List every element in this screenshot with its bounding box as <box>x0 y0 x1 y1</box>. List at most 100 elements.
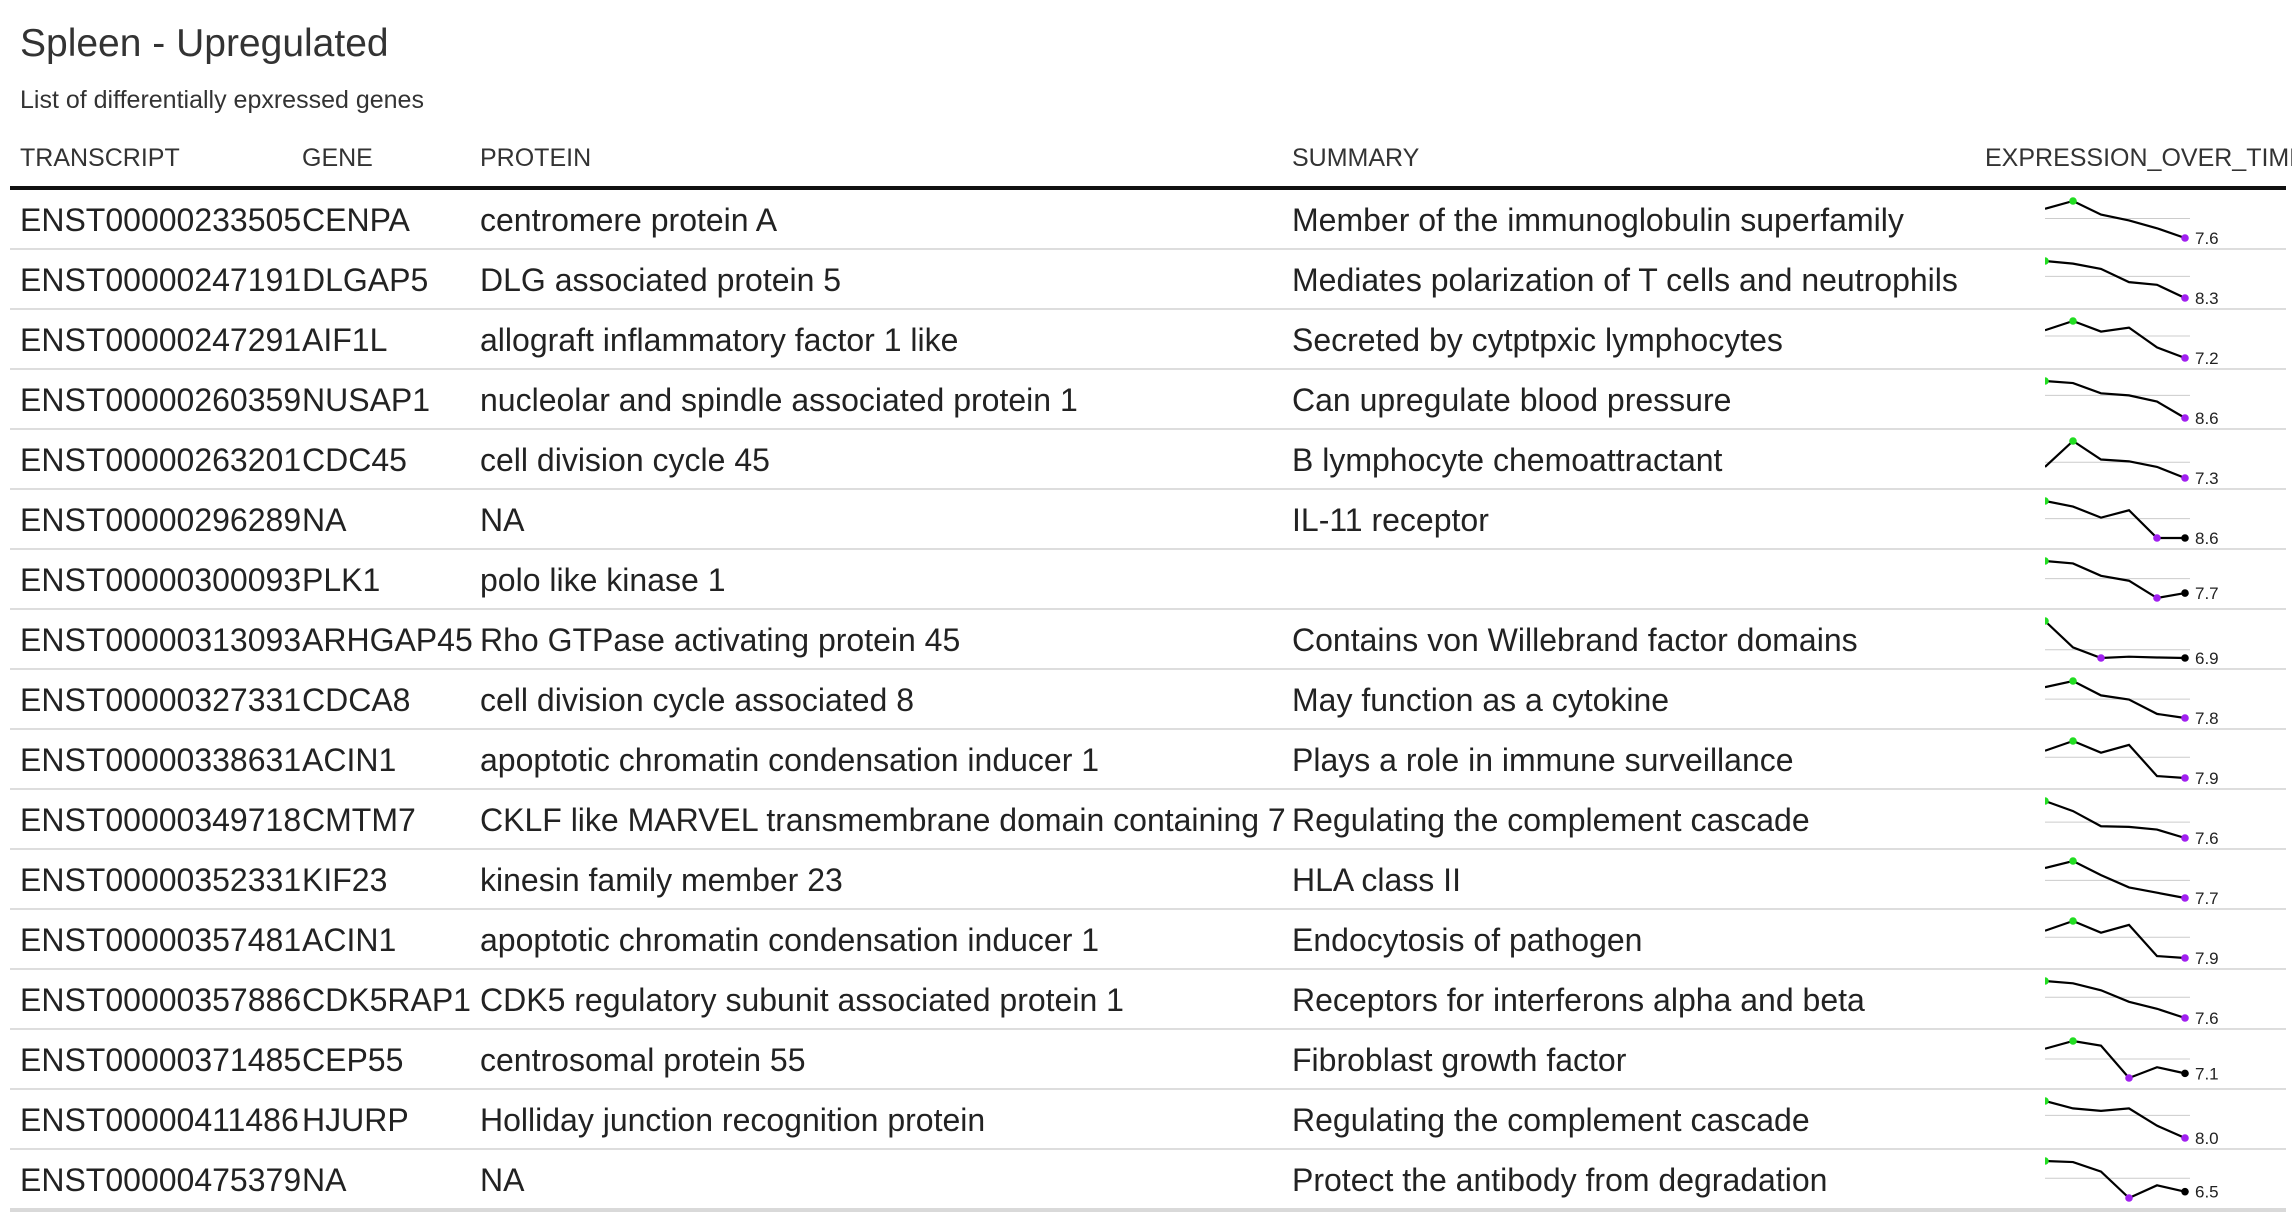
table-row[interactable]: ENST00000357481 ACIN1 apoptotic chromatin … <box>10 910 2286 970</box>
sparkline-min-point <box>2153 534 2161 542</box>
protein-cell: centromere protein A <box>480 202 778 238</box>
sparkline-min-point <box>2181 894 2189 902</box>
sparkline-max-point <box>2069 317 2077 325</box>
sparkline-max-point <box>2045 1097 2049 1105</box>
sparkline-min-point <box>2097 654 2105 662</box>
gene-cell: NUSAP1 <box>302 382 431 418</box>
table-row[interactable]: ENST00000300093 PLK1 polo like kinase 1 7.7 <box>10 550 2286 610</box>
table-row[interactable]: ENST00000475379 NA NA Protect the antibody … <box>10 1150 2286 1212</box>
summary-cell: Regulating the complement cascade <box>1292 802 1810 838</box>
summary-cell: Mediates polarization of T cells and neu… <box>1292 262 1958 298</box>
sparkline-last-point <box>2181 1069 2189 1078</box>
transcript-cell: ENST00000313093 <box>20 622 302 658</box>
column-header-expression-over-time[interactable]: EXPRESSION_OVER_TIME <box>1985 144 2292 172</box>
sparkline-line <box>2045 439 2186 480</box>
page-title: Spleen - Upregulated <box>20 22 389 65</box>
sparkline-line <box>2045 739 2186 780</box>
expression-sparkline: 7.9 <box>2045 737 2219 788</box>
transcript-cell: ENST00000300093 <box>20 562 302 598</box>
sparkline-last-point <box>2181 654 2189 662</box>
transcript-cell: ENST00000475379 <box>20 1162 302 1198</box>
sparkline-min-point <box>2181 1134 2189 1142</box>
expression-sparkline: 7.2 <box>2045 317 2219 368</box>
table-row[interactable]: ENST00000247191 DLGAP5 DLG associated prot… <box>10 250 2286 310</box>
sparkline-line <box>2045 859 2186 900</box>
page-subtitle: List of differentially epxressed genes <box>20 86 424 114</box>
expression-sparkline: 7.7 <box>2045 557 2219 603</box>
table-row[interactable]: ENST00000263201 CDC45 cell division cycle … <box>10 430 2286 490</box>
table-row[interactable]: ENST00000371485 CEP55 centrosomal protein … <box>10 1030 2286 1090</box>
summary-cell: Secreted by cytptpxic lymphocytes <box>1292 322 1783 358</box>
expression-sparkline: 7.6 <box>2045 977 2219 1028</box>
sparkline-max-point <box>2045 497 2049 505</box>
summary-cell: HLA class II <box>1292 862 1461 898</box>
table-row[interactable]: ENST00000349718 CMTM7 CKLF like MARVEL tra… <box>10 790 2286 850</box>
transcript-cell: ENST00000338631 <box>20 742 302 778</box>
sparkline-max-point <box>2069 437 2077 445</box>
summary-cell: Fibroblast growth factor <box>1292 1042 1627 1078</box>
transcript-cell: ENST00000247291 <box>20 322 302 358</box>
table-header: TRANSCRIPT GENE PROTEIN SUMMARY EXPRESSI… <box>10 136 2292 190</box>
gene-cell: AIF1L <box>302 322 388 358</box>
table-row[interactable]: ENST00000352331 KIF23 kinesin family membe… <box>10 850 2286 910</box>
expression-sparkline: 8.6 <box>2045 377 2219 428</box>
protein-cell: apoptotic chromatin condensation inducer… <box>480 742 1100 778</box>
table-row[interactable]: ENST00000338631 ACIN1 apoptotic chromatin … <box>10 730 2286 790</box>
sparkline-last-point <box>2181 534 2189 542</box>
sparkline-line <box>2045 319 2186 360</box>
sparkline-max-point <box>2045 797 2049 805</box>
sparkline-min-point <box>2181 834 2189 842</box>
column-header-transcript[interactable]: TRANSCRIPT <box>20 144 180 172</box>
table-row[interactable]: ENST00000411486 HJURP Holliday junction re… <box>10 1090 2286 1150</box>
protein-cell: apoptotic chromatin condensation inducer… <box>480 922 1100 958</box>
transcript-cell: ENST00000357481 <box>20 922 302 958</box>
sparkline-line <box>2045 259 2186 299</box>
sparkline-line <box>2045 1159 2186 1200</box>
sparkline-last-value-label: 8.6 <box>2195 529 2219 548</box>
sparkline-last-value-label: 6.9 <box>2195 649 2219 668</box>
protein-cell: CKLF like MARVEL transmembrane domain co… <box>480 802 1286 838</box>
sparkline-last-value-label: 7.6 <box>2195 229 2219 248</box>
table-row[interactable]: ENST00000296289 NA NA IL-11 receptor 8.6 <box>10 490 2286 550</box>
sparkline-min-point <box>2181 1014 2189 1022</box>
protein-cell: NA <box>480 1162 525 1198</box>
sparkline-min-point <box>2181 774 2189 782</box>
summary-cell: May function as a cytokine <box>1292 682 1670 718</box>
transcript-cell: ENST00000371485 <box>20 1042 302 1078</box>
column-header-summary[interactable]: SUMMARY <box>1292 144 1420 172</box>
sparkline-line <box>2045 559 2186 600</box>
sparkline-line <box>2045 799 2186 840</box>
gene-cell: PLK1 <box>302 562 381 598</box>
gene-cell: CDCA8 <box>302 682 411 718</box>
column-header-protein[interactable]: PROTEIN <box>480 144 592 172</box>
transcript-cell: ENST00000263201 <box>20 442 302 478</box>
sparkline-last-point <box>2181 589 2189 597</box>
expression-sparkline: 6.9 <box>2045 617 2219 668</box>
sparkline-min-point <box>2181 954 2189 962</box>
gene-cell: KIF23 <box>302 862 388 898</box>
summary-cell: IL-11 receptor <box>1292 502 1489 538</box>
sparkline-line <box>2045 679 2186 720</box>
sparkline-min-point <box>2125 1194 2133 1202</box>
table-row[interactable]: ENST00000260359 NUSAP1 nucleolar and spind… <box>10 370 2286 430</box>
table-row[interactable]: ENST00000357886 CDK5RAP1 CDK5 regulatory s… <box>10 970 2286 1030</box>
summary-cell: Endocytosis of pathogen <box>1292 922 1643 958</box>
gene-cell: ACIN1 <box>302 922 397 958</box>
table-row[interactable]: ENST00000313093 ARHGAP45 Rho GTPase activa… <box>10 610 2286 670</box>
sparkline-line <box>2045 199 2186 240</box>
sparkline-last-value-label: 6.5 <box>2195 1183 2219 1202</box>
table-row[interactable]: ENST00000233505 CENPA centromere protein A… <box>10 190 2286 250</box>
protein-cell: polo like kinase 1 <box>480 562 726 598</box>
table-row[interactable]: ENST00000247291 AIF1L allograft inflammato… <box>10 310 2286 370</box>
table-row[interactable]: ENST00000327331 CDCA8 cell division cycle … <box>10 670 2286 730</box>
sparkline-min-point <box>2153 594 2161 602</box>
protein-cell: cell division cycle 45 <box>480 442 770 478</box>
column-header-gene[interactable]: GENE <box>302 144 373 172</box>
sparkline-min-point <box>2181 414 2189 422</box>
gene-cell: DLGAP5 <box>302 262 429 298</box>
sparkline-last-value-label: 8.0 <box>2195 1129 2219 1148</box>
gene-cell: ACIN1 <box>302 742 397 778</box>
sparkline-line <box>2045 1039 2186 1080</box>
sparkline-max-point <box>2069 197 2077 205</box>
summary-cell: Can upregulate blood pressure <box>1292 382 1732 418</box>
